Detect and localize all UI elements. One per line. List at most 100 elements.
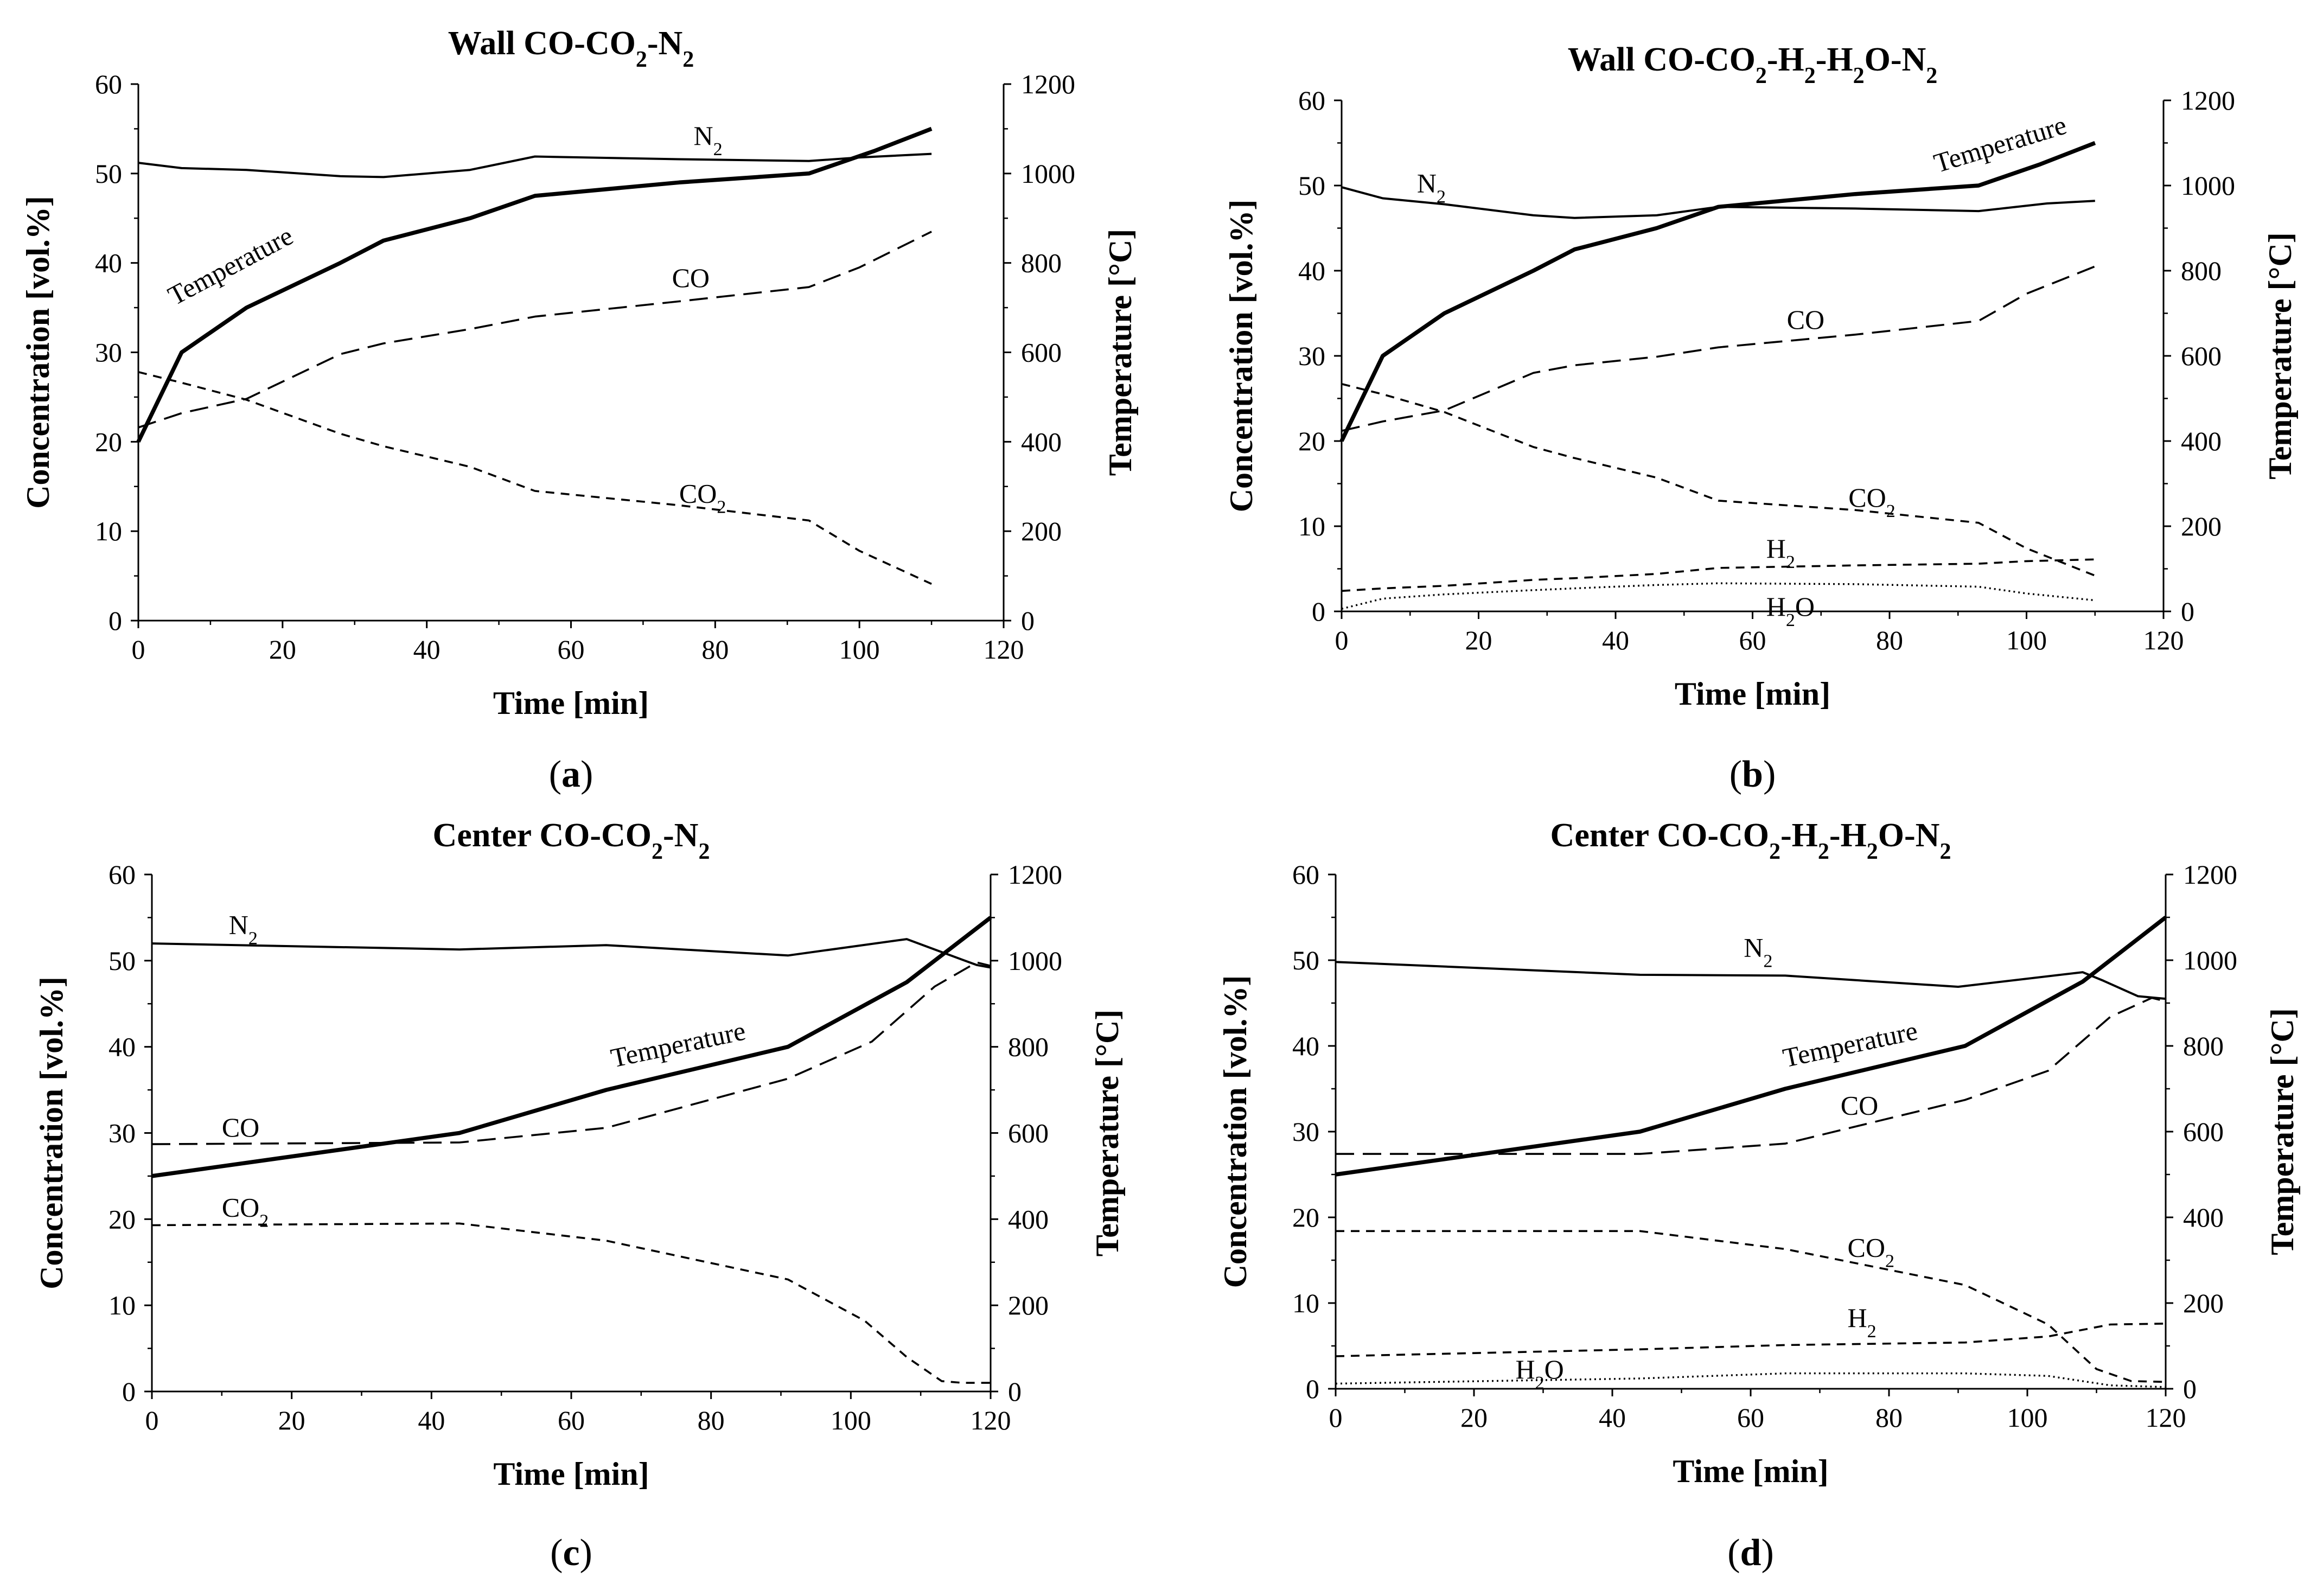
text-part: N: [1744, 933, 1763, 963]
right-y-axis-title: Temperature [°C]: [2262, 232, 2298, 480]
x-axis-title: Time [min]: [493, 685, 649, 721]
right-y-tick-label: 200: [1008, 1290, 1049, 1320]
x-tick-label: 20: [1465, 625, 1492, 655]
subscript: 2: [1939, 839, 1951, 864]
x-tick-label: 0: [145, 1405, 159, 1435]
text-part: Temperature: [163, 220, 298, 311]
panel-letter: c: [563, 1532, 579, 1574]
text-part: CO: [222, 1112, 259, 1142]
left-y-tick-label: 20: [1298, 426, 1325, 456]
text-part: -H: [1816, 41, 1853, 78]
series-line-co: [1336, 997, 2166, 1155]
subscript: 2: [1926, 63, 1937, 88]
x-tick-label: 120: [2146, 1402, 2186, 1433]
right-y-tick-label: 0: [1008, 1376, 1022, 1407]
right-y-tick-label: 0: [2183, 1374, 2197, 1404]
subscript: 2: [682, 47, 694, 72]
chart-panel-b: 0 20 40 60 80 100 1200102030405060020040060080…: [1223, 41, 2298, 795]
left-y-tick-label: 0: [1312, 596, 1325, 627]
left-y-tick-label: 60: [1298, 85, 1325, 116]
text-part: O: [1795, 591, 1815, 622]
text-part: Center CO-CO: [1550, 817, 1769, 854]
x-axis-title: Time [min]: [1675, 676, 1830, 712]
x-tick-label: 40: [1599, 1402, 1626, 1433]
x-tick-label: 0: [132, 634, 145, 665]
panel-paren-close: ): [1763, 754, 1776, 795]
x-tick-label: 120: [984, 634, 1024, 665]
text-part: H: [1848, 1303, 1867, 1333]
left-y-tick-label: 60: [1292, 859, 1319, 890]
left-y-tick-label: 30: [1298, 341, 1325, 371]
x-tick-label: 80: [1875, 1402, 1903, 1433]
text-part: H: [1766, 533, 1786, 564]
series-line-co: [151, 961, 991, 1145]
series-label-co: CO: [1787, 304, 1824, 335]
series-line-temperature: [1339, 141, 2096, 442]
left-y-axis-title: Concentration [vol.%]: [1223, 200, 1259, 513]
x-axis-title: Time [min]: [1673, 1453, 1828, 1489]
left-y-tick-label: 0: [109, 605, 122, 636]
x-tick-label: 100: [2007, 1402, 2048, 1433]
left-y-tick-label: 40: [95, 248, 122, 278]
x-tick-label: 0: [1335, 625, 1349, 655]
right-y-tick-label: 1200: [1008, 859, 1062, 890]
right-y-tick-label: 0: [2181, 596, 2194, 627]
right-y-tick-label: 1000: [2181, 170, 2235, 201]
right-y-tick-label: 200: [2183, 1288, 2224, 1318]
panel-letter: b: [1742, 754, 1763, 795]
left-y-tick-label: 30: [1292, 1116, 1319, 1147]
text-part: Wall CO-CO: [448, 25, 636, 62]
series-line-n2: [138, 152, 932, 178]
series-label-h2o: H2O: [1766, 591, 1815, 630]
series-label-n2: N2: [1744, 933, 1772, 972]
x-tick-label: 100: [2006, 625, 2047, 655]
subscript: 2: [636, 47, 647, 72]
subscript: 2: [698, 839, 710, 864]
text-part: O-N: [1865, 41, 1926, 78]
left-y-tick-label: 20: [95, 426, 122, 457]
panel-paren-open: (: [550, 1532, 563, 1574]
series-label-n2: N2: [1417, 168, 1446, 207]
left-y-tick-label: 50: [1298, 170, 1325, 201]
subscript: 2: [1756, 63, 1767, 88]
left-y-tick-label: 40: [109, 1032, 136, 1062]
x-tick-label: 80: [1876, 625, 1903, 655]
right-y-axis-title: Temperature [°C]: [1102, 229, 1138, 476]
series-label-h2o: H2O: [1516, 1354, 1564, 1393]
right-y-tick-label: 600: [1008, 1118, 1049, 1148]
right-y-tick-label: 200: [2181, 511, 2222, 541]
left-y-tick-label: 20: [109, 1204, 136, 1234]
panel-paren-open: (: [1730, 754, 1742, 795]
text-part: O: [1545, 1354, 1564, 1384]
series-label-h2: H2: [1848, 1303, 1877, 1342]
series-line-co2: [1336, 1230, 2166, 1383]
panel-paren-open: (: [1727, 1532, 1740, 1574]
subscript: 2: [259, 1211, 269, 1231]
left-y-tick-label: 10: [1298, 511, 1325, 541]
x-tick-label: 100: [831, 1405, 871, 1435]
x-tick-label: 40: [413, 634, 441, 665]
chart-panel-a: 0 20 40 60 80 100 1200102030405060020040060080…: [20, 25, 1138, 795]
text-part: Temperature: [1930, 110, 2070, 178]
left-y-tick-label: 60: [95, 69, 122, 99]
text-part: CO: [1787, 304, 1824, 335]
series-label-n2: N2: [229, 910, 258, 949]
panel-paren-close: ): [1761, 1532, 1773, 1574]
series-label-co: CO: [1841, 1090, 1878, 1120]
series-line-n2: [1341, 186, 2095, 219]
right-y-tick-label: 600: [2183, 1116, 2224, 1147]
x-tick-label: 60: [558, 1405, 585, 1435]
panel-label: (a): [549, 754, 593, 795]
text-part: N: [693, 120, 713, 151]
series-label-co: CO: [222, 1112, 259, 1142]
series-line-co2: [1341, 383, 2096, 577]
subscript: 2: [713, 139, 723, 159]
left-y-axis-title: Concentration [vol.%]: [34, 976, 69, 1289]
text-part: CO: [222, 1192, 259, 1223]
right-y-tick-label: 600: [2181, 341, 2222, 371]
series-label-co: CO: [672, 263, 710, 293]
right-y-tick-label: 1200: [1021, 69, 1075, 99]
panel-letter: d: [1740, 1532, 1762, 1574]
subscript: 2: [1763, 951, 1772, 971]
text-part: N: [229, 910, 248, 940]
